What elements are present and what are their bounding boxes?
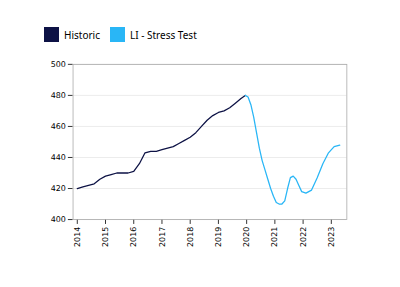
svg-text:500: 500 [51, 60, 66, 69]
svg-text:420: 420 [51, 184, 66, 193]
svg-text:2020: 2020 [242, 227, 251, 247]
svg-text:2023: 2023 [327, 227, 336, 247]
svg-text:2019: 2019 [214, 227, 223, 247]
svg-text:2015: 2015 [101, 227, 110, 247]
html-text:LI - Stress Test: LI - Stress Test [130, 27, 197, 42]
svg-text:2022: 2022 [299, 227, 308, 247]
svg-text:400: 400 [51, 215, 66, 224]
svg-text:2014: 2014 [73, 227, 82, 247]
svg-text:2017: 2017 [158, 227, 167, 247]
svg-text:2018: 2018 [186, 227, 195, 247]
svg-text:2021: 2021 [270, 227, 279, 247]
svg-text:2016: 2016 [129, 227, 138, 247]
svg-text:480: 480 [51, 91, 66, 100]
html-text:Historic: Historic [64, 27, 100, 42]
svg-text:460: 460 [51, 122, 66, 131]
svg-text:440: 440 [51, 153, 66, 162]
